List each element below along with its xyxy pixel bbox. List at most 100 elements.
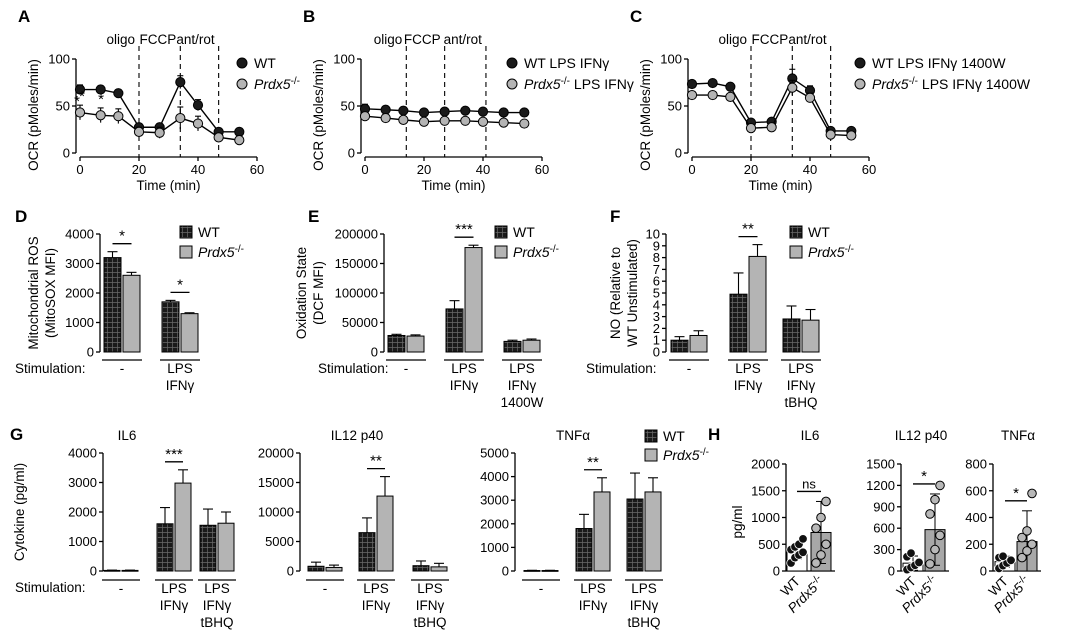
legend-label: Prdx5-/- [808,244,854,261]
legend-swatch [644,429,658,443]
bar-wt [358,532,376,572]
legend-label: WT LPS IFNγ [524,55,609,71]
legend-label: WT [198,224,220,240]
legend-swatch [494,245,508,259]
injection-label: oligo [374,32,403,47]
bar-ko [180,313,199,353]
y-axis-tick-label: 2 [653,321,660,336]
data-point [745,123,757,134]
stimulation-label: Stimulation: [586,361,657,376]
group-label: IFNγ [450,378,479,393]
chart-title: IL12 p40 [331,428,384,443]
y-axis-title: NO (Relative to [608,247,623,339]
legend-label: Prdx5-/- LPS IFNγ 1400W [872,76,1031,93]
y-axis-tick-label: 200000 [335,227,378,242]
data-point [477,106,489,117]
y-axis-title: (DCF MFI) [311,261,326,325]
y-axis-title: (MitoSOX MFI) [43,248,58,338]
panel-label: E [308,207,319,226]
x-tick-label: 40 [803,162,817,177]
data-point [113,88,124,99]
group-label: tBHQ [413,615,446,630]
data-point-ko [935,480,945,491]
group-label: - [539,581,544,596]
group-label: LPS [631,581,657,596]
injection-label: FCCP [404,32,441,47]
injection-label: FCCP [140,32,177,47]
y-axis-title: Mitochondrial ROS [26,236,41,349]
group-label: IFNγ [630,598,659,613]
significance-marker: * [74,93,80,110]
legend-label: Prdx5-/- [663,447,709,464]
legend-label: Prdx5-/- [513,244,559,261]
legend-swatch [644,448,658,462]
group-label: IFNγ [416,598,445,613]
significance-marker: * [921,468,927,485]
panel-label: H [708,425,720,444]
group-label: IFNγ [787,378,816,393]
y-axis-tick-label: 3000 [65,256,94,271]
y-axis-tick-label: 1500 [751,483,780,498]
data-point-ko [1027,539,1037,550]
data-point [418,116,430,127]
bar-wt [199,524,217,572]
y-axis-tick-label: 300 [873,542,895,557]
data-point [846,130,857,141]
legend-label: Prdx5-/- [254,76,300,93]
y-axis-tick-label: 50 [56,99,70,114]
y-axis-tick-label: 5000 [480,446,509,461]
data-point [380,112,391,124]
bar-ko [464,247,483,353]
y-axis-tick-label: 1500 [866,457,895,472]
group-label: tBHQ [627,615,660,630]
y-axis-tick-label: 1200 [866,478,895,493]
y-axis-tick-label: 10 [646,227,660,242]
y-axis-title: OCR (pMoles/min) [638,59,653,171]
data-point-ko [821,496,831,507]
y-axis-tick-label: 500 [758,537,780,552]
data-point [213,132,224,143]
bar-ko [430,566,448,572]
y-axis-tick-label: 100 [660,52,682,67]
data-point-ko [811,558,821,568]
significance-marker: *** [165,446,183,463]
data-point-wt [914,557,924,568]
panel-label: D [15,207,27,226]
injection-label: ant/rot [788,32,827,47]
group-label: - [119,581,124,596]
chart-title: IL6 [118,428,137,443]
bar-wt [575,528,593,572]
group-label: IFNγ [508,378,537,393]
panel-label: G [10,425,23,444]
y-axis-tick-label: 4000 [65,227,94,242]
x-tick-label: 40 [191,162,205,177]
data-point-ko [930,544,940,555]
y-axis-title: OCR (pMoles/min) [26,59,41,171]
data-point-wt [906,548,916,558]
data-point-ko [816,550,826,560]
y-axis-tick-label: 50000 [342,315,378,330]
y-axis-tick-label: 2000 [68,505,97,520]
y-axis-tick-label: 800 [965,457,987,472]
y-axis-tick-label: 8 [653,250,660,265]
data-point-wt [798,547,808,557]
injection-label: oligo [106,32,135,47]
data-point-ko [816,512,826,523]
data-point-ko [811,523,821,534]
y-axis-tick-label: 9 [653,238,660,253]
bar-wt [161,301,180,353]
legend-swatch [179,225,193,239]
y-axis-tick-label: 3 [653,309,660,324]
data-point [519,118,530,129]
injection-label: oligo [718,32,747,47]
y-axis-tick-label: 0 [348,146,355,161]
legend-marker [854,78,866,90]
chart-title: TNFα [556,428,590,443]
injection-label: FCCP [752,32,789,47]
legend-marker [236,78,248,90]
y-axis-tick-label: 0 [371,345,378,360]
y-axis-tick-label: 400 [965,510,987,525]
injection-label: ant/rot [444,32,483,47]
data-point [133,126,145,137]
